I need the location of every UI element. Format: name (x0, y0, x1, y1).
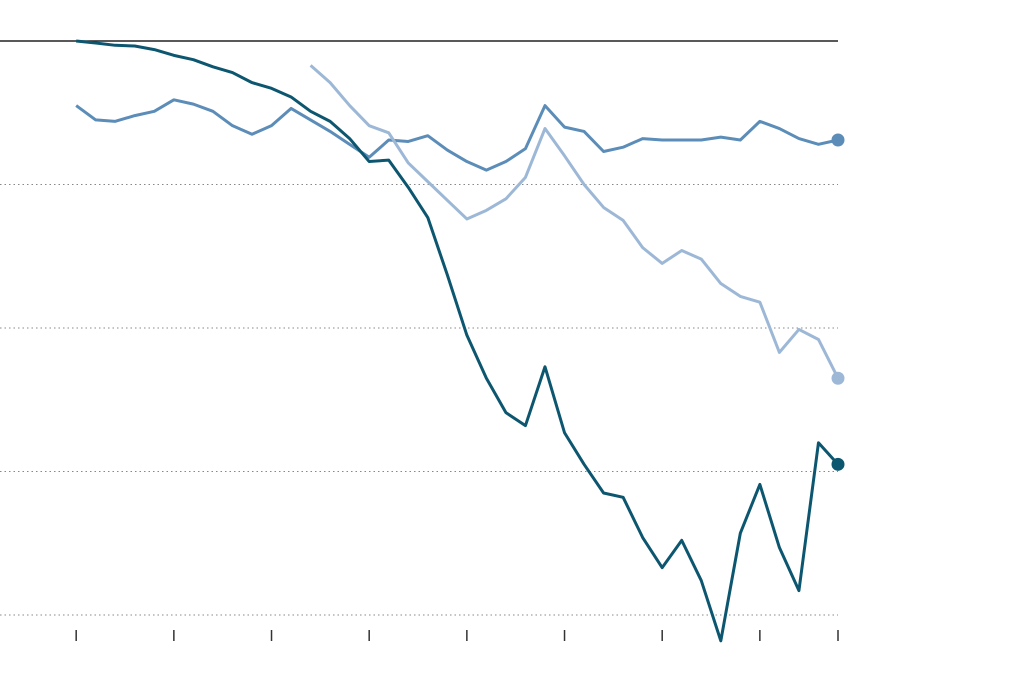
end-dot (831, 457, 845, 471)
series-line (76, 39, 840, 643)
series-line (309, 64, 840, 379)
series-line (75, 98, 839, 172)
end-dot (831, 133, 845, 147)
end-dot (831, 371, 845, 385)
